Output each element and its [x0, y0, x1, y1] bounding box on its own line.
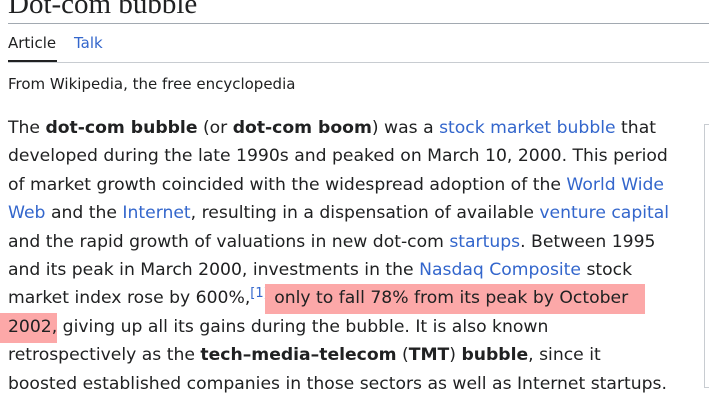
text: market index rose by 600%,	[8, 288, 251, 309]
line: and its peak in March 2000, investments …	[8, 256, 669, 284]
tagline: From Wikipedia, the free encyclopedia	[8, 75, 296, 93]
text: , since it	[528, 345, 601, 366]
text: retrospectively as the	[8, 345, 201, 366]
line: and the rapid growth of valuations in ne…	[8, 228, 669, 256]
line: Web and the Internet, resulting in a dis…	[8, 199, 669, 227]
highlighted-text: 2002,	[0, 312, 58, 343]
text: developed during the late 1990s and peak…	[8, 146, 668, 167]
line: developed during the late 1990s and peak…	[8, 142, 669, 170]
bold-text: dot-com bubble	[45, 118, 198, 138]
link[interactable]: World Wide	[566, 174, 664, 195]
text: The	[8, 118, 46, 138]
link[interactable]: startups	[449, 231, 521, 252]
citation[interactable]: [1]	[250, 286, 269, 302]
text: and its peak in March 2000, investments …	[8, 259, 420, 280]
text: stock	[581, 259, 633, 280]
paragraph: The dot-com bubble (or dot-com boom) was…	[0, 114, 669, 398]
line: market index rose by 600%,[1] only to fa…	[8, 284, 669, 315]
bold-text: tech–media–telecom	[200, 345, 397, 366]
text: boosted established companies in those s…	[8, 373, 667, 394]
line: 2002, giving up all its gains during the…	[0, 312, 669, 343]
link[interactable]: venture capital	[539, 203, 670, 224]
highlighted-text: only to fall 78% from its peak by Octobe…	[265, 284, 646, 315]
text: ) was a	[371, 118, 440, 138]
text: giving up all its gains during the bubbl…	[57, 316, 549, 337]
text: and the	[45, 203, 123, 224]
tab-indicator	[8, 60, 57, 62]
link[interactable]: stock market bubble	[439, 118, 616, 138]
text: , resulting in a dispensation of availab…	[190, 203, 540, 224]
link[interactable]: Internet	[122, 203, 191, 224]
text: (	[396, 345, 409, 366]
line: of market growth coincided with the wide…	[8, 171, 669, 199]
line: The dot-com bubble (or dot-com boom) was…	[8, 114, 669, 142]
line: retrospectively as the tech–media–teleco…	[8, 341, 669, 369]
link[interactable]: Web	[8, 203, 46, 224]
bold-text: dot-com boom	[232, 118, 372, 138]
tab[interactable]: Talk	[74, 34, 103, 52]
text: and the rapid growth of valuations in ne…	[8, 231, 450, 252]
tab[interactable]: Article	[8, 34, 57, 52]
text: (or	[197, 118, 233, 138]
title-rule	[8, 23, 709, 24]
bold-text: bubble	[461, 345, 529, 366]
bold-text: TMT	[408, 345, 450, 366]
text: )	[449, 345, 462, 366]
infobox-edge	[704, 124, 709, 388]
page-title: Dot-com bubble	[8, 0, 198, 20]
text: that	[615, 118, 656, 138]
text: . Between 1995	[520, 231, 656, 252]
link[interactable]: Nasdaq Composite	[419, 259, 581, 280]
line: boosted established companies in those s…	[8, 370, 669, 398]
tab-rule	[8, 62, 709, 63]
text: of market growth coincided with the wide…	[8, 174, 567, 195]
